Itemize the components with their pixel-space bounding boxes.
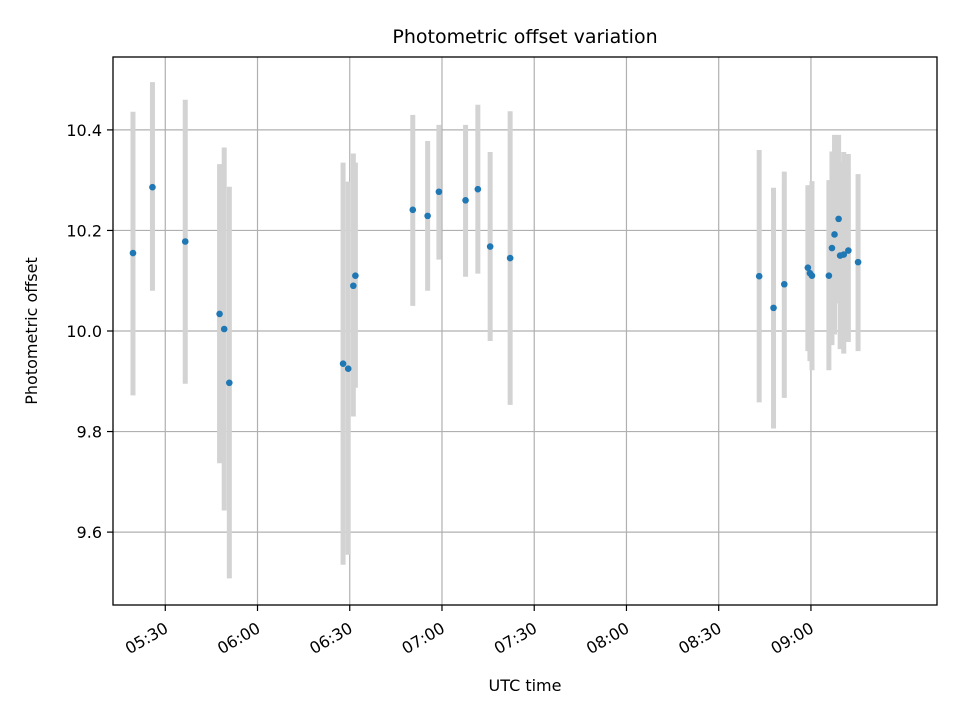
y-tick-label: 10.4 [66,121,102,140]
data-point [344,365,352,373]
data-point [129,249,137,257]
data-point [220,325,228,333]
y-tick-label: 10.2 [66,221,102,240]
error-bars [130,82,861,579]
data-point [854,258,862,266]
x-tick-label: 07:30 [491,618,540,658]
data-point [474,185,482,193]
data-point [831,231,838,238]
data-point [840,251,848,258]
data-point [352,272,359,279]
data-point [409,206,417,214]
x-tick-label: 06:00 [214,618,263,658]
data-point [835,215,842,223]
data-point [825,272,833,279]
x-tick-label: 09:00 [768,618,817,658]
data-point [435,188,443,196]
data-point [755,272,763,280]
data-point [181,238,189,245]
x-tick-label: 06:30 [306,618,355,658]
x-axis-label: UTC time [489,676,562,695]
chart-title: Photometric offset variation [392,26,657,48]
data-point [226,379,233,387]
data-point [770,304,777,312]
data-point [808,272,816,279]
x-tick-label: 08:30 [675,618,724,658]
data-point [350,282,357,290]
grid-lines [113,57,937,605]
y-tick-label: 9.8 [77,423,102,442]
x-tick-label: 05:30 [122,618,171,658]
data-point [339,360,347,367]
y-axis-label: Photometric offset [22,257,41,405]
data-point [506,254,514,262]
y-tick-label: 10.0 [66,322,102,341]
data-point [828,244,836,252]
data-point [149,183,156,191]
x-tick-label: 08:00 [583,618,632,658]
data-point [462,196,469,204]
data-point [486,243,494,250]
data-point [804,264,812,271]
data-point [424,212,431,220]
data-point [845,247,852,254]
y-tick-label: 9.6 [77,523,102,542]
data-points [129,183,862,387]
x-tick-label: 07:00 [399,618,448,658]
data-point [780,280,788,288]
data-point [216,310,223,318]
